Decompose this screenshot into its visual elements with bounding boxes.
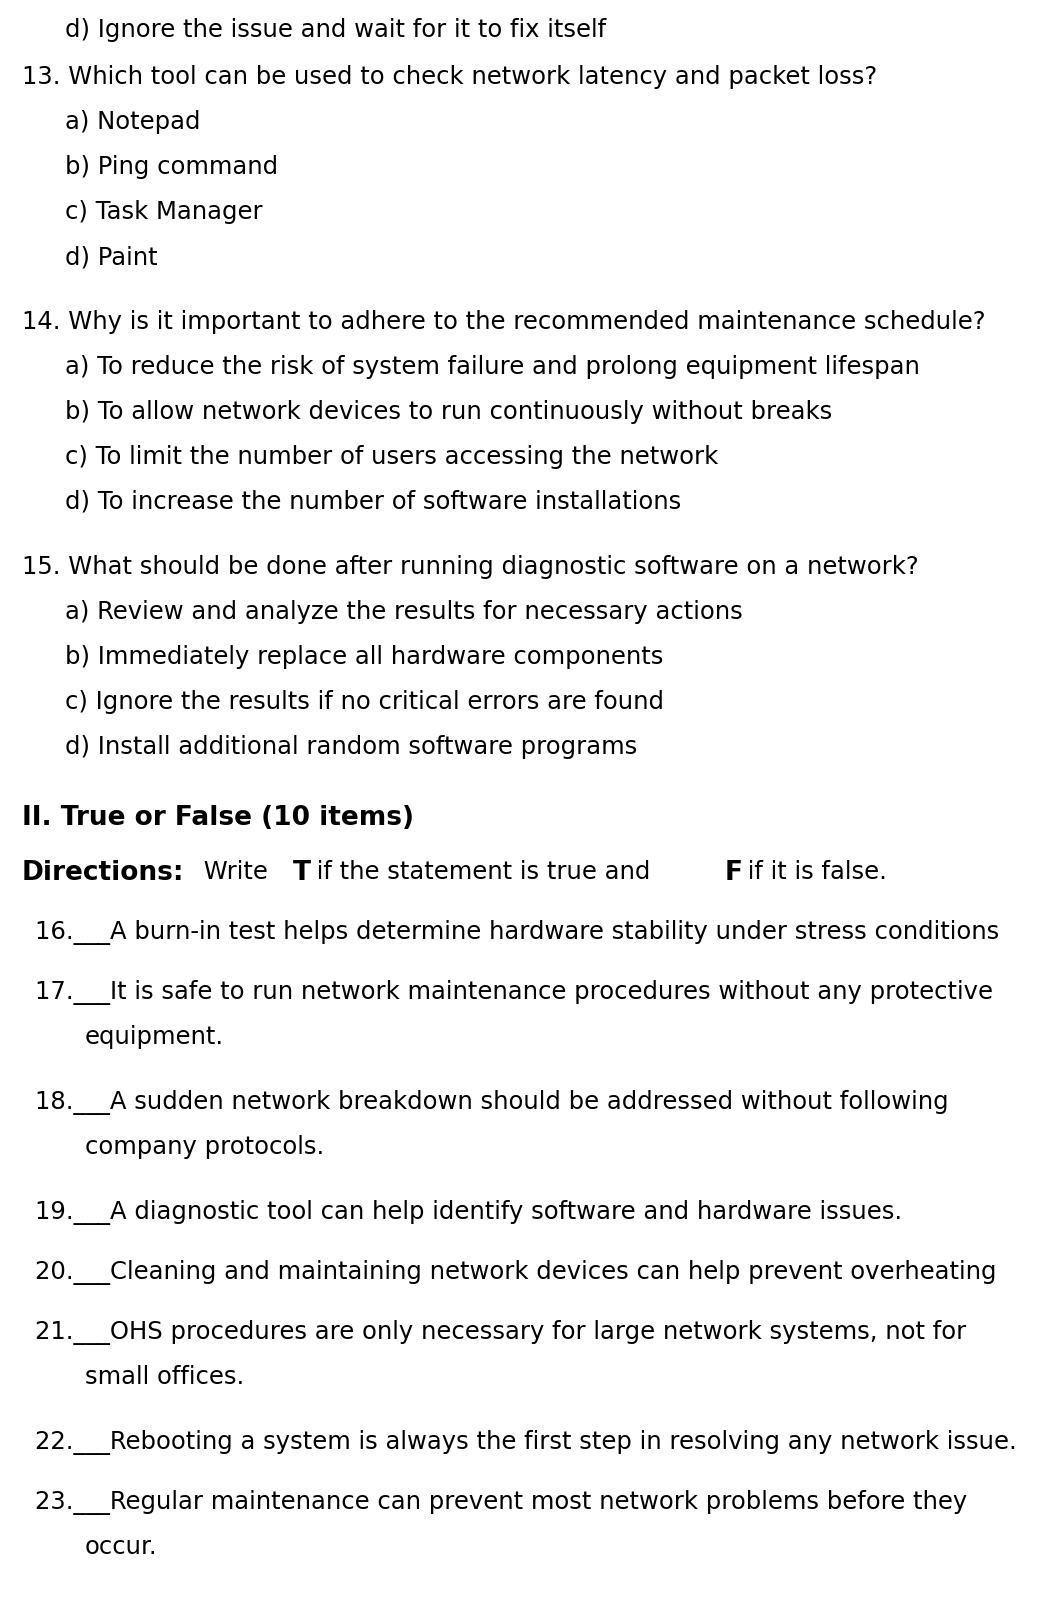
Text: 17.___It is safe to run network maintenance procedures without any protective: 17.___It is safe to run network maintena… <box>35 979 993 1005</box>
Text: 19.___A diagnostic tool can help identify software and hardware issues.: 19.___A diagnostic tool can help identif… <box>35 1199 902 1225</box>
Text: F: F <box>724 859 742 886</box>
Text: c) To limit the number of users accessing the network: c) To limit the number of users accessin… <box>65 445 718 469</box>
Text: c) Ignore the results if no critical errors are found: c) Ignore the results if no critical err… <box>65 690 664 714</box>
Text: b) To allow network devices to run continuously without breaks: b) To allow network devices to run conti… <box>65 400 832 424</box>
Text: company protocols.: company protocols. <box>85 1135 324 1159</box>
Text: b) Ping command: b) Ping command <box>65 156 278 178</box>
Text: a) Notepad: a) Notepad <box>65 109 200 133</box>
Text: a) Review and analyze the results for necessary actions: a) Review and analyze the results for ne… <box>65 600 742 624</box>
Text: occur.: occur. <box>85 1534 158 1558</box>
Text: 15. What should be done after running diagnostic software on a network?: 15. What should be done after running di… <box>22 555 919 579</box>
Text: 20.___Cleaning and maintaining network devices can help prevent overheating: 20.___Cleaning and maintaining network d… <box>35 1260 996 1284</box>
Text: d) Paint: d) Paint <box>65 246 158 268</box>
Text: if the statement is true and: if the statement is true and <box>309 859 658 883</box>
Text: 14. Why is it important to adhere to the recommended maintenance schedule?: 14. Why is it important to adhere to the… <box>22 310 986 334</box>
Text: d) To increase the number of software installations: d) To increase the number of software in… <box>65 490 681 514</box>
Text: 21.___OHS procedures are only necessary for large network systems, not for: 21.___OHS procedures are only necessary … <box>35 1319 967 1343</box>
Text: 16.___A burn-in test helps determine hardware stability under stress conditions: 16.___A burn-in test helps determine har… <box>35 920 999 944</box>
Text: c) Task Manager: c) Task Manager <box>65 201 262 223</box>
Text: 23.___Regular maintenance can prevent most network problems before they: 23.___Regular maintenance can prevent mo… <box>35 1489 968 1514</box>
Text: Directions:: Directions: <box>22 859 184 886</box>
Text: a) To reduce the risk of system failure and prolong equipment lifespan: a) To reduce the risk of system failure … <box>65 355 920 379</box>
Text: 13. Which tool can be used to check network latency and packet loss?: 13. Which tool can be used to check netw… <box>22 64 877 88</box>
Text: Write: Write <box>196 859 276 883</box>
Text: equipment.: equipment. <box>85 1024 224 1048</box>
Text: 18.___A sudden network breakdown should be addressed without following: 18.___A sudden network breakdown should … <box>35 1090 949 1114</box>
Text: small offices.: small offices. <box>85 1364 244 1388</box>
Text: 22.___Rebooting a system is always the first step in resolving any network issue: 22.___Rebooting a system is always the f… <box>35 1428 1017 1454</box>
Text: d) Ignore the issue and wait for it to fix itself: d) Ignore the issue and wait for it to f… <box>65 18 607 42</box>
Text: II. True or False (10 items): II. True or False (10 items) <box>22 804 414 830</box>
Text: b) Immediately replace all hardware components: b) Immediately replace all hardware comp… <box>65 645 663 669</box>
Text: d) Install additional random software programs: d) Install additional random software pr… <box>65 735 637 759</box>
Text: if it is false.: if it is false. <box>740 859 888 883</box>
Text: T: T <box>293 859 311 886</box>
